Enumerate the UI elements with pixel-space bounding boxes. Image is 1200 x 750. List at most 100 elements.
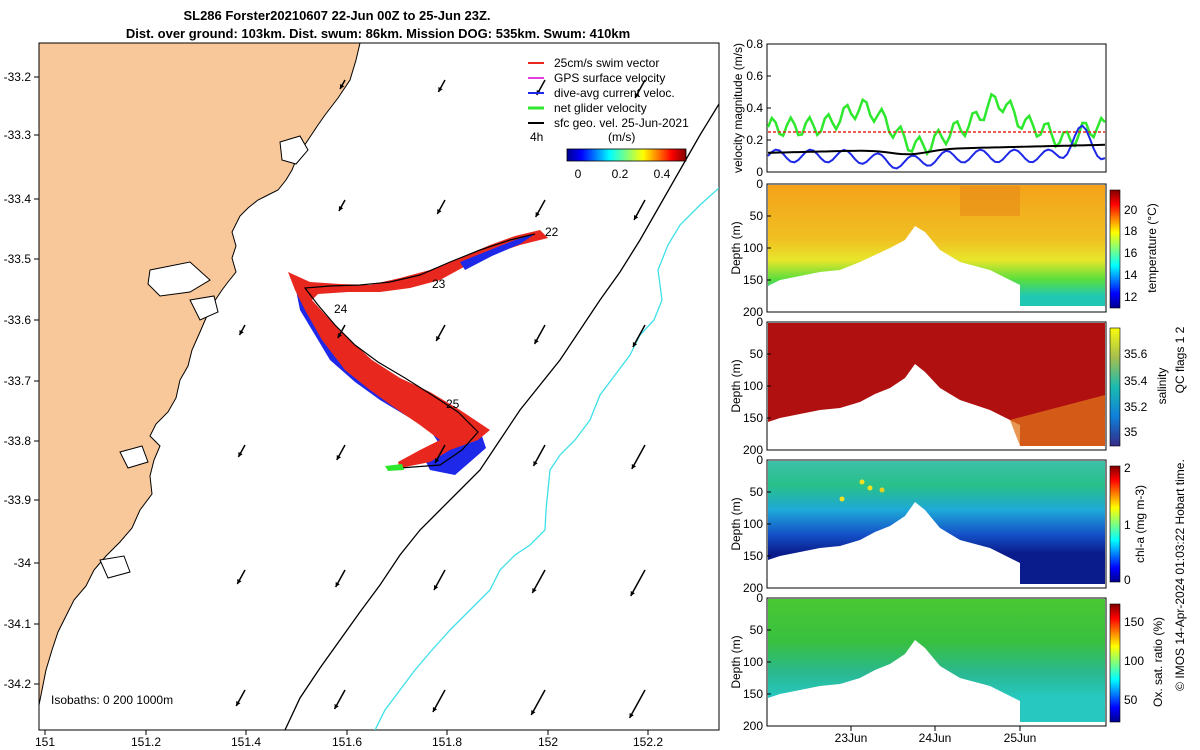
lat-tick-2: -33.4 <box>4 192 32 206</box>
map-legend: 25cm/s swim vector GPS surface velocity … <box>528 56 689 181</box>
depth-tick-200: 200 <box>743 719 763 733</box>
velocity-ytick-2: 0.4 <box>746 101 763 115</box>
geo-arrow <box>437 79 446 93</box>
series-dive-avg-current <box>767 124 1106 170</box>
depth-tick-0: 0 <box>756 177 763 191</box>
oxygen-cbar-tick-100: 100 <box>1124 654 1144 668</box>
temperature-cbar-label: temperature (°C) <box>1145 203 1159 293</box>
geo-arrow <box>432 689 446 713</box>
chla-ylabel: Depth (m) <box>729 497 743 550</box>
geo-arrow <box>630 569 646 597</box>
salinity-y-ticks: 0 50 100 150 200 <box>743 315 771 457</box>
salinity-cbar-tick-35-6: 35.6 <box>1124 347 1148 361</box>
time-tick-24jun: 24Jun <box>919 731 952 745</box>
oxygen-section <box>768 599 1105 722</box>
qc-flags-note: QC flags 1 2 <box>1173 326 1187 393</box>
chla-section <box>768 461 1105 584</box>
lat-tick-0: -33.2 <box>4 70 32 84</box>
temperature-section <box>768 185 1105 306</box>
geo-arrow <box>634 79 646 99</box>
legend-swim-vector: 25cm/s swim vector <box>528 56 659 70</box>
geo-arrow <box>532 444 546 467</box>
net-glider-track <box>303 233 536 469</box>
temperature-cbar-tick-20: 20 <box>1124 203 1138 217</box>
svg-text:GPS surface velocity: GPS surface velocity <box>554 71 665 85</box>
net-glider-velocity-mark <box>385 464 404 471</box>
depth-tick-100: 100 <box>743 379 763 393</box>
time-axis: 23Jun 24Jun 25Jun <box>835 726 1037 745</box>
temperature-cbar-tick-18: 18 <box>1124 224 1138 238</box>
oxygen-cbar-tick-150: 150 <box>1124 615 1144 629</box>
lat-tick-3: -33.5 <box>4 252 32 266</box>
geo-arrow <box>238 324 246 336</box>
oxygen-ylabel: Depth (m) <box>729 635 743 688</box>
oxygen-cbar-label: Ox. sat. ratio (%) <box>1151 617 1165 707</box>
geo-arrow <box>333 689 346 710</box>
blue-band-upper <box>460 234 535 270</box>
temperature-y-ticks: 0 50 100 150 200 <box>743 177 771 319</box>
velocity-panel: 0 0.2 0.4 0.6 0.8 velocity magnitude (m/s) <box>731 37 1107 179</box>
depth-tick-0: 0 <box>756 315 763 329</box>
depth-tick-50: 50 <box>750 623 764 637</box>
salinity-cbar-tick-35-2: 35.2 <box>1124 400 1148 414</box>
geo-arrow <box>334 569 346 588</box>
series-sfc-geo-vel <box>767 143 1106 156</box>
chla-cbar-tick-0: 0 <box>1124 573 1131 587</box>
colorbar-tick-0: 0 <box>575 167 582 181</box>
geo-arrow <box>530 689 546 716</box>
geo-arrow <box>534 199 546 218</box>
geo-arrow <box>339 79 346 90</box>
lat-tick-7: -33.9 <box>4 493 32 507</box>
colorbar-tick-1: 0.2 <box>612 167 629 181</box>
map-colorbar <box>566 148 687 162</box>
lat-tick-8: -34 <box>14 556 32 570</box>
surface-geostrophic-arrows <box>235 79 646 719</box>
depth-tick-200: 200 <box>743 305 763 319</box>
depth-tick-150: 150 <box>743 687 763 701</box>
salinity-cbar-tick-35-4: 35.4 <box>1124 374 1148 388</box>
depth-tick-200: 200 <box>743 581 763 595</box>
velocity-y-ticks: 0 0.2 0.4 0.6 0.8 <box>746 37 771 179</box>
velocity-ytick-3: 0.6 <box>746 69 763 83</box>
lon-tick-2: 151.4 <box>231 735 261 749</box>
lat-tick-10: -34.2 <box>4 677 32 691</box>
temperature-cbar-tick-14: 14 <box>1124 268 1138 282</box>
legend-gps-surface-velocity: GPS surface velocity <box>528 71 665 85</box>
geo-arrow <box>533 324 546 345</box>
oxygen-cbar-tick-50: 50 <box>1124 693 1138 707</box>
lon-tick-labels: 151 151.2 151.4 151.6 151.8 152 152.2 <box>35 730 663 749</box>
salinity-colorbar <box>1109 327 1121 447</box>
velocity-ylabel: velocity magnitude (m/s) <box>731 43 745 173</box>
temperature-ylabel: Depth (m) <box>729 221 743 274</box>
temperature-panel: 0 50 100 150 200 Depth (m) 20 18 16 14 12 te… <box>729 177 1159 319</box>
day-label-25: 25 <box>446 397 460 411</box>
lat-tick-labels: -33.2 -33.3 -33.4 -33.5 -33.6 -33.7 -33.8 -33.9… <box>4 70 39 691</box>
oxygen-y-ticks: 0 50 100 150 200 <box>743 591 771 733</box>
swim-vector-band <box>288 230 548 468</box>
depth-tick-200: 200 <box>743 443 763 457</box>
lat-tick-1: -33.3 <box>4 128 32 142</box>
lat-tick-4: -33.6 <box>4 313 32 327</box>
colorbar-unit: (m/s) <box>608 130 635 144</box>
lat-tick-5: -33.7 <box>4 374 32 388</box>
svg-text:net glider velocity: net glider velocity <box>554 101 647 115</box>
geo-arrow <box>632 324 646 348</box>
geo-arrow <box>338 199 346 212</box>
lon-tick-1: 151.2 <box>131 735 161 749</box>
geo-arrow <box>633 199 646 221</box>
lon-tick-4: 151.8 <box>432 735 462 749</box>
oxygen-panel: 0 50 100 150 200 Depth (m) 150 100 50 Ox. sa… <box>729 591 1165 733</box>
geo-arrow <box>628 689 646 719</box>
chla-cbar-tick-1: 1 <box>1124 518 1131 532</box>
legend-net-glider-velocity: net glider velocity <box>528 101 647 115</box>
geo-arrow <box>235 689 246 707</box>
isobaths-label: Isobaths: 0 200 1000m <box>51 693 173 707</box>
geo-arrow <box>336 444 346 461</box>
lon-tick-5: 152 <box>538 735 558 749</box>
colorbar-tick-2: 0.4 <box>654 167 671 181</box>
depth-tick-0: 0 <box>756 453 763 467</box>
geo-arrow <box>337 324 346 339</box>
depth-tick-100: 100 <box>743 655 763 669</box>
time-tick-25jun: 25Jun <box>1004 731 1037 745</box>
geo-arrow <box>237 444 246 458</box>
